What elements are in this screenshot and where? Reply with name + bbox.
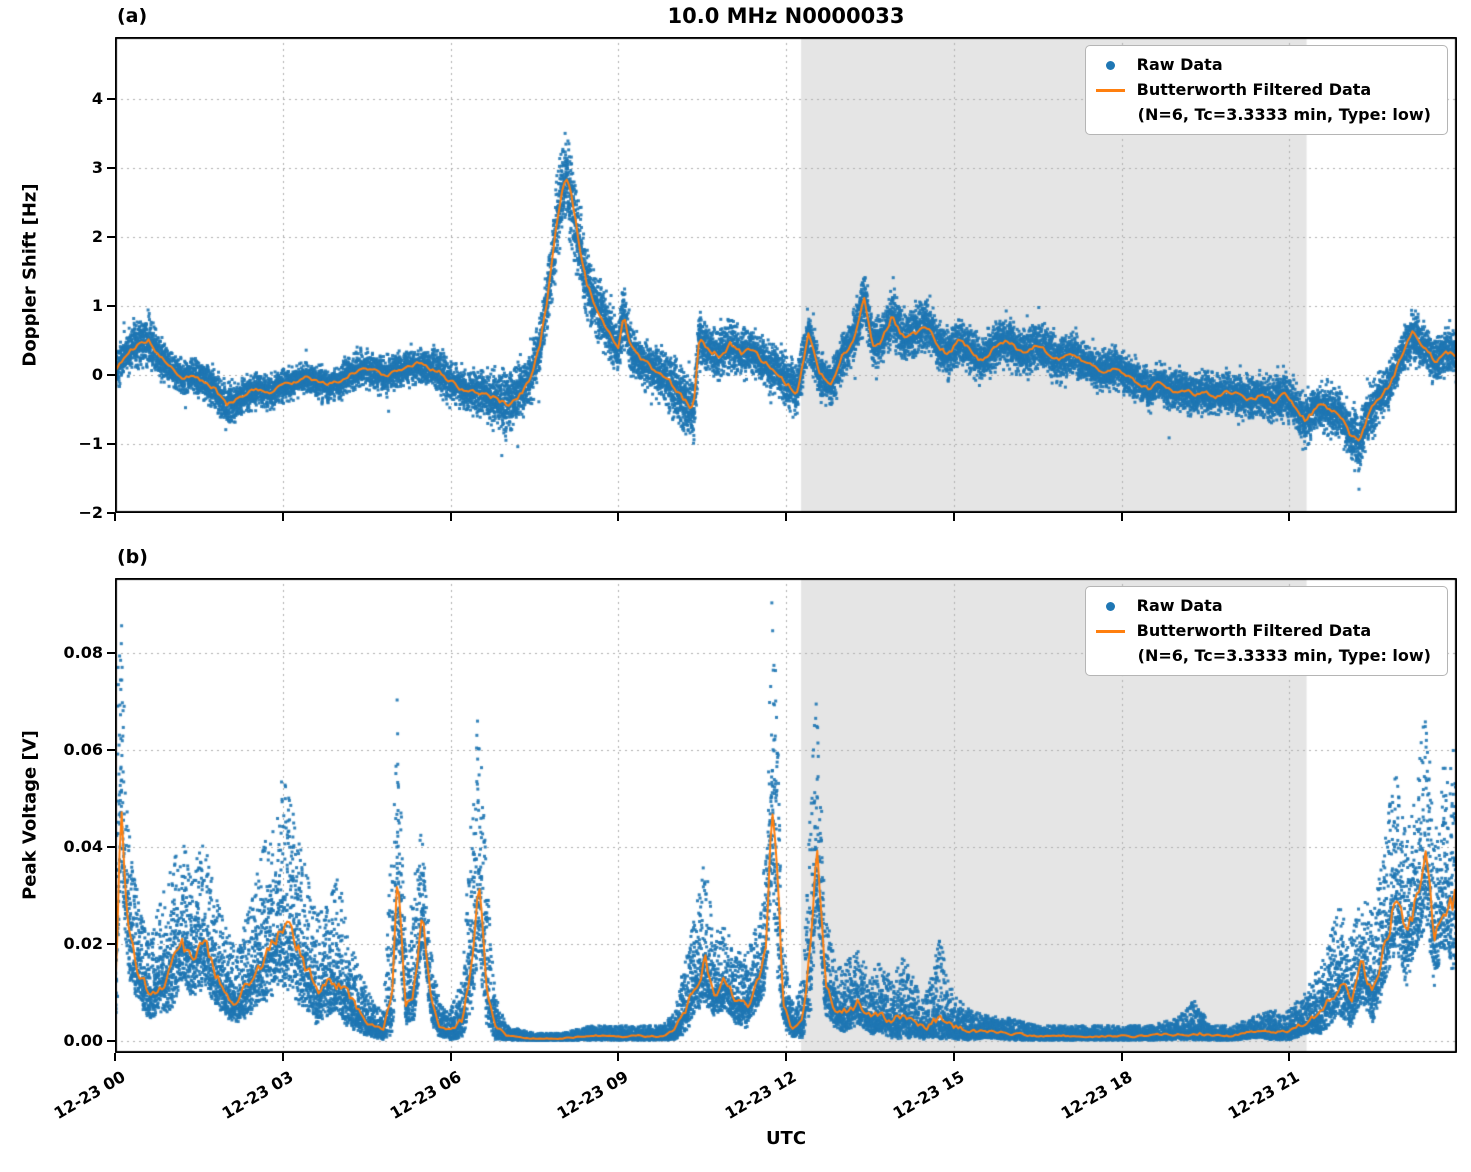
x-tick-mark bbox=[952, 513, 955, 521]
y-tick-label: −1 bbox=[78, 434, 103, 453]
y-tick-label: 0.00 bbox=[63, 1030, 103, 1050]
y-tick-label: 0.04 bbox=[63, 837, 103, 856]
legend-raw-entry: Raw Data bbox=[1096, 594, 1431, 619]
chart-title: 10.0 MHz N0000033 bbox=[667, 4, 905, 28]
legend-filtered-sublabel: (N=6, Tc=3.3333 min, Type: low) bbox=[1137, 645, 1431, 665]
y-tick-label: 3 bbox=[91, 158, 103, 178]
y-tick-mark bbox=[107, 942, 115, 945]
y-tick-mark bbox=[107, 443, 115, 445]
x-tick-mark bbox=[281, 513, 284, 521]
legend-filtered-subentry: (N=6, Tc=3.3333 min, Type: low) bbox=[1138, 644, 1431, 669]
legend-filtered-subentry: (N=6, Tc=3.3333 min, Type: low) bbox=[1138, 103, 1431, 128]
raw-data-dot-icon bbox=[1105, 60, 1115, 70]
legend-raw-label: Raw Data bbox=[1136, 55, 1223, 74]
filtered-line-icon bbox=[1095, 629, 1125, 633]
y-tick-label: 0 bbox=[91, 365, 103, 385]
x-tick-mark bbox=[1288, 1053, 1291, 1061]
legend-raw-entry: Raw Data bbox=[1096, 53, 1431, 78]
y-tick-mark bbox=[107, 374, 115, 377]
y-tick-mark bbox=[107, 236, 115, 239]
x-tick-mark bbox=[1288, 513, 1291, 521]
legend-filtered-entry: Butterworth Filtered Data bbox=[1095, 78, 1431, 103]
y-tick-mark bbox=[107, 167, 115, 170]
x-tick-mark bbox=[281, 1053, 284, 1061]
x-tick-mark bbox=[1120, 513, 1123, 521]
x-tick-mark bbox=[449, 513, 452, 521]
y-tick-label: 0.08 bbox=[63, 643, 103, 663]
x-tick-mark bbox=[952, 1053, 955, 1061]
x-tick-label: 12-23 00 bbox=[50, 1067, 129, 1123]
y-axis-label-voltage: Peak Voltage [V] bbox=[19, 730, 41, 900]
y-tick-label: 0.06 bbox=[63, 740, 103, 760]
filtered-line-icon bbox=[1095, 88, 1125, 92]
x-tick-mark bbox=[785, 513, 787, 521]
x-axis-label: UTC bbox=[765, 1128, 807, 1149]
legend-filtered-entry: Butterworth Filtered Data bbox=[1095, 619, 1431, 644]
x-tick-mark bbox=[617, 1053, 620, 1061]
legend-filtered-label: Butterworth Filtered Data bbox=[1136, 79, 1372, 99]
y-tick-mark bbox=[107, 512, 115, 514]
y-tick-label: 4 bbox=[91, 89, 103, 109]
y-tick-label: −2 bbox=[78, 503, 103, 522]
panel-b-plot-area: Raw Data Butterworth Filtered Data (N=6,… bbox=[115, 578, 1457, 1053]
y-tick-label: 1 bbox=[91, 296, 103, 316]
raw-data-dot-icon bbox=[1105, 601, 1115, 611]
y-tick-mark bbox=[107, 1039, 115, 1042]
panel-a-plot-area: Raw Data Butterworth Filtered Data (N=6,… bbox=[115, 37, 1457, 513]
legend-raw-label: Raw Data bbox=[1136, 596, 1223, 615]
x-tick-mark bbox=[114, 513, 116, 521]
x-tick-mark bbox=[785, 1053, 787, 1061]
y-axis-label-doppler: Doppler Shift [Hz] bbox=[19, 183, 41, 367]
y-tick-mark bbox=[107, 652, 115, 655]
y-tick-mark bbox=[107, 305, 115, 308]
y-tick-label: 0.02 bbox=[63, 933, 103, 953]
panel-b-label: (b) bbox=[117, 546, 148, 568]
x-tick-mark bbox=[449, 1053, 452, 1061]
y-tick-label: 2 bbox=[91, 227, 103, 247]
legend-a: Raw Data Butterworth Filtered Data (N=6,… bbox=[1084, 45, 1448, 136]
legend-b: Raw Data Butterworth Filtered Data (N=6,… bbox=[1084, 586, 1448, 677]
y-tick-mark bbox=[107, 846, 115, 848]
legend-filtered-label: Butterworth Filtered Data bbox=[1136, 620, 1372, 640]
x-tick-mark bbox=[1120, 1053, 1123, 1061]
y-tick-mark bbox=[107, 749, 115, 752]
x-tick-mark bbox=[617, 513, 620, 521]
y-tick-mark bbox=[107, 98, 115, 101]
x-tick-mark bbox=[114, 1053, 116, 1061]
legend-filtered-sublabel: (N=6, Tc=3.3333 min, Type: low) bbox=[1137, 104, 1431, 124]
panel-a-label: (a) bbox=[117, 5, 148, 27]
